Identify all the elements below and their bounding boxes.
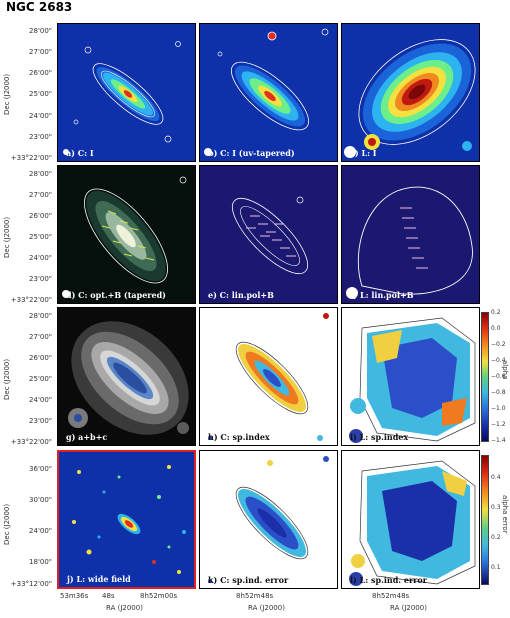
panel-g-image (58, 308, 195, 445)
panel-e: e) C: lin.pol+B (199, 165, 338, 304)
panel-a-image (58, 24, 195, 161)
dec-tick: 24'00" (29, 527, 52, 535)
cb-tick: −0.4 (491, 357, 506, 364)
cb-tick: 0.3 (491, 504, 501, 511)
ra-axis-label: RA (J2000) (248, 604, 285, 612)
alpha-error-colorbar (481, 455, 489, 585)
panel-g: g) a+b+c (57, 307, 196, 446)
panel-i: i) L: sp.index (341, 307, 480, 446)
ra-tick: 48s (102, 592, 115, 600)
panel-e-label: e) C: lin.pol+B (208, 290, 274, 300)
panel-i-image (342, 308, 479, 445)
dec-tick: +33°22'00" (10, 154, 52, 162)
cb-tick: −1.2 (491, 421, 506, 428)
ra-tick: 8h52m48s (372, 592, 410, 600)
cb-tick: −0.8 (491, 389, 506, 396)
panel-b-label: b) C: I (uv-tapered) (208, 148, 295, 158)
dec-tick: 36'00" (29, 465, 52, 473)
panel-i-label: i) L: sp.index (350, 432, 409, 442)
dec-tick: 27'00" (29, 48, 52, 56)
dec-axis-label: Dec (J2000) (3, 503, 11, 545)
panel-l: l) L: sp.ind. error (341, 450, 480, 589)
dec-tick: 28'00" (29, 312, 52, 320)
panel-j-label: j) L: wide field (67, 574, 131, 584)
panel-b-image (200, 24, 337, 161)
alpha-error-colorbar-label: alpha error (501, 495, 509, 534)
alpha-colorbar-label: alpha (501, 360, 509, 380)
dec-tick: 28'00" (29, 27, 52, 35)
dec-tick: 18'00" (29, 558, 52, 566)
panel-h: h) C: sp.index (199, 307, 338, 446)
cb-tick: 0.2 (491, 534, 501, 541)
cb-tick: −0.6 (491, 373, 506, 380)
cb-tick: 0.2 (491, 309, 501, 316)
dec-tick: 25'00" (29, 375, 52, 383)
dec-tick: 24'00" (29, 254, 52, 262)
dec-tick: 24'00" (29, 112, 52, 120)
panel-h-image (200, 308, 337, 445)
ra-tick: 8h52m00s (140, 592, 178, 600)
dec-tick: 27'00" (29, 333, 52, 341)
ra-tick: 8h52m48s (236, 592, 274, 600)
cb-tick: 0.1 (491, 564, 501, 571)
ra-axis-label: RA (J2000) (390, 604, 427, 612)
dec-tick: 25'00" (29, 233, 52, 241)
dec-tick: 23'00" (29, 417, 52, 425)
panel-k-label: k) C: sp.ind. error (208, 575, 289, 585)
panel-g-label: g) a+b+c (66, 432, 108, 442)
panel-j-image (59, 452, 194, 587)
dec-tick: 25'00" (29, 90, 52, 98)
panel-l-label: l) L: sp.ind. error (350, 575, 427, 585)
dec-tick: 26'00" (29, 212, 52, 220)
panel-h-label: h) C: sp.index (208, 432, 270, 442)
figure-title: NGC 2683 (6, 0, 73, 14)
panel-c-image (342, 24, 479, 161)
cb-tick: −0.2 (491, 341, 506, 348)
dec-axis-label: Dec (J2000) (3, 358, 11, 400)
panel-c-label: c) L: I (350, 148, 377, 158)
panel-l-image (342, 451, 479, 588)
panel-k: k) C: sp.ind. error (199, 450, 338, 589)
panel-a-label: a) C: I (66, 148, 94, 158)
dec-tick: 28'00" (29, 170, 52, 178)
panel-f-image (342, 166, 479, 303)
ra-tick: 53m36s (60, 592, 89, 600)
dec-tick: 26'00" (29, 69, 52, 77)
cb-tick: −1.0 (491, 405, 506, 412)
dec-tick: 23'00" (29, 133, 52, 141)
panel-c: c) L: I (341, 23, 480, 162)
dec-axis-label: Dec (J2000) (3, 216, 11, 258)
dec-tick: +33°22'00" (10, 438, 52, 446)
panel-j: j) L: wide field (57, 450, 196, 589)
panel-d-label: d) C: opt.+B (tapered) (66, 290, 166, 300)
dec-tick: 30'00" (29, 496, 52, 504)
panel-k-image (200, 451, 337, 588)
cb-tick: 0.0 (491, 325, 501, 332)
panel-a: a) C: I (57, 23, 196, 162)
panel-f-label: f) L: lin.pol+B (350, 290, 414, 300)
dec-tick: 24'00" (29, 396, 52, 404)
panel-e-image (200, 166, 337, 303)
panel-d: d) C: opt.+B (tapered) (57, 165, 196, 304)
alpha-colorbar (481, 312, 489, 442)
dec-tick: 23'00" (29, 275, 52, 283)
cb-tick: 0.4 (491, 474, 501, 481)
dec-axis-label: Dec (J2000) (3, 73, 11, 115)
dec-tick: +33°12'00" (10, 580, 52, 588)
panel-d-image (58, 166, 195, 303)
dec-tick: 27'00" (29, 191, 52, 199)
dec-tick: +33°22'00" (10, 296, 52, 304)
ra-axis-label: RA (J2000) (106, 604, 143, 612)
panel-f: f) L: lin.pol+B (341, 165, 480, 304)
cb-tick: −1.4 (491, 437, 506, 444)
dec-tick: 26'00" (29, 354, 52, 362)
panel-b: b) C: I (uv-tapered) (199, 23, 338, 162)
